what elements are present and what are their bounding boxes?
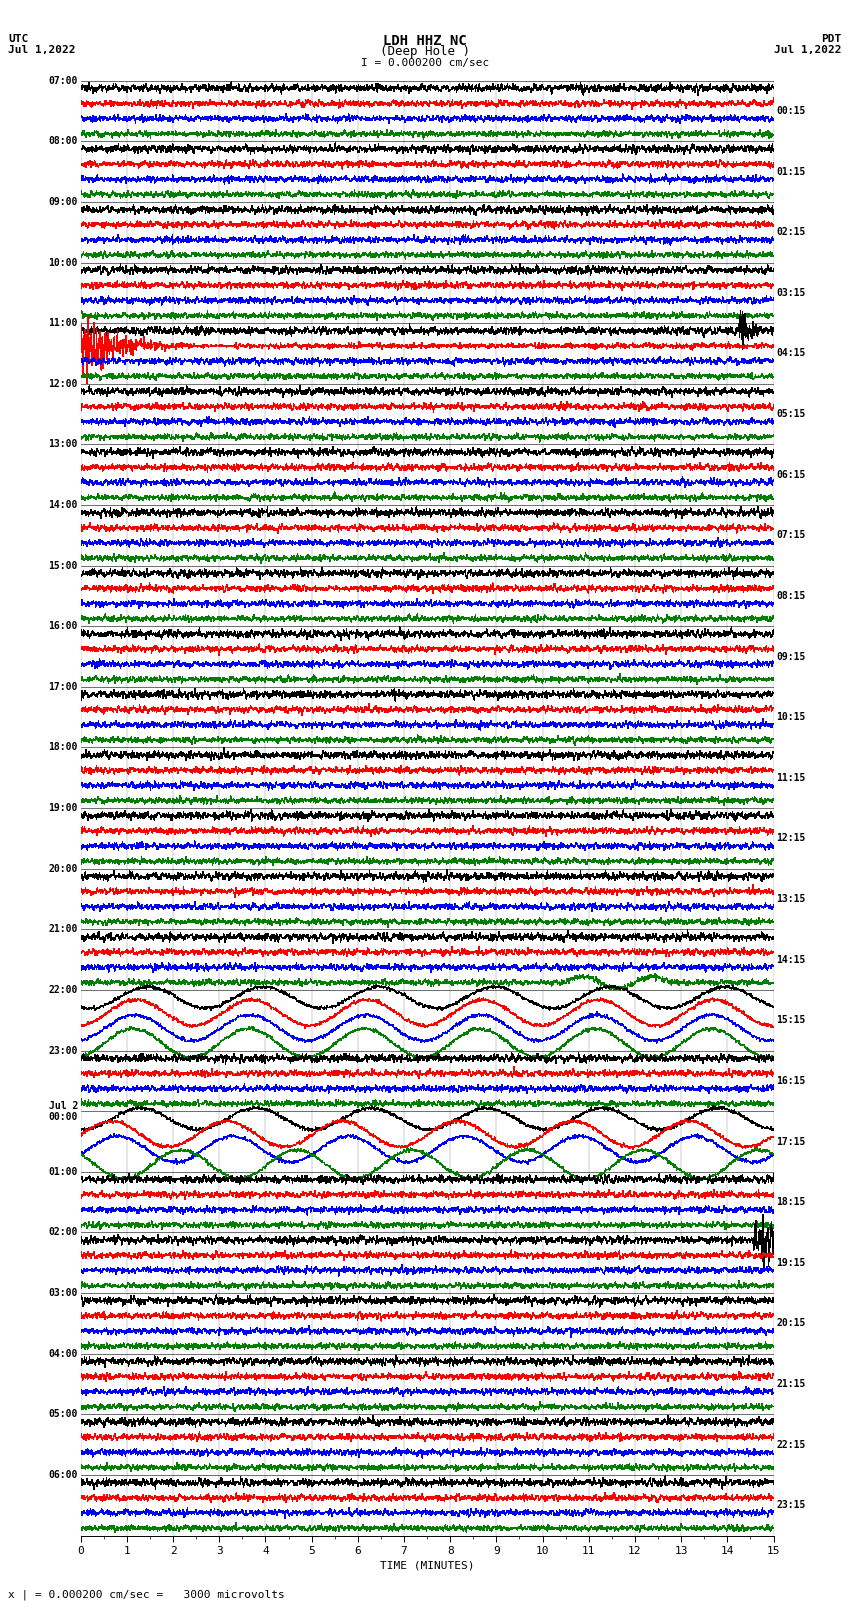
Text: 12:15: 12:15 — [776, 834, 806, 844]
Text: 03:15: 03:15 — [776, 287, 806, 298]
Text: 04:15: 04:15 — [776, 348, 806, 358]
Text: 06:15: 06:15 — [776, 469, 806, 479]
Text: 16:15: 16:15 — [776, 1076, 806, 1086]
Text: 03:00: 03:00 — [48, 1289, 78, 1298]
Text: 21:15: 21:15 — [776, 1379, 806, 1389]
Text: 05:15: 05:15 — [776, 410, 806, 419]
Text: 19:00: 19:00 — [48, 803, 78, 813]
Text: 06:00: 06:00 — [48, 1469, 78, 1481]
Text: x | = 0.000200 cm/sec =   3000 microvolts: x | = 0.000200 cm/sec = 3000 microvolts — [8, 1589, 286, 1600]
Text: 11:00: 11:00 — [48, 318, 78, 327]
Text: 16:00: 16:00 — [48, 621, 78, 631]
Text: 18:00: 18:00 — [48, 742, 78, 753]
X-axis label: TIME (MINUTES): TIME (MINUTES) — [380, 1560, 474, 1569]
Text: (Deep Hole ): (Deep Hole ) — [380, 45, 470, 58]
Text: 12:00: 12:00 — [48, 379, 78, 389]
Text: 22:00: 22:00 — [48, 986, 78, 995]
Text: 14:15: 14:15 — [776, 955, 806, 965]
Text: 07:15: 07:15 — [776, 531, 806, 540]
Text: 10:15: 10:15 — [776, 713, 806, 723]
Text: 15:15: 15:15 — [776, 1015, 806, 1026]
Text: 19:15: 19:15 — [776, 1258, 806, 1268]
Text: 00:15: 00:15 — [776, 106, 806, 116]
Text: 05:00: 05:00 — [48, 1410, 78, 1419]
Text: 22:15: 22:15 — [776, 1440, 806, 1450]
Text: UTC: UTC — [8, 34, 29, 44]
Text: 17:00: 17:00 — [48, 682, 78, 692]
Text: LDH HHZ NC: LDH HHZ NC — [383, 34, 467, 48]
Text: Jul 1,2022: Jul 1,2022 — [774, 45, 842, 55]
Text: 13:15: 13:15 — [776, 894, 806, 903]
Text: 08:15: 08:15 — [776, 590, 806, 602]
Text: 20:15: 20:15 — [776, 1318, 806, 1329]
Text: 09:15: 09:15 — [776, 652, 806, 661]
Text: 23:00: 23:00 — [48, 1045, 78, 1055]
Text: 07:00: 07:00 — [48, 76, 78, 85]
Text: 15:00: 15:00 — [48, 561, 78, 571]
Text: 01:00: 01:00 — [48, 1166, 78, 1177]
Text: 17:15: 17:15 — [776, 1137, 806, 1147]
Text: 10:00: 10:00 — [48, 258, 78, 268]
Text: 18:15: 18:15 — [776, 1197, 806, 1207]
Text: 08:00: 08:00 — [48, 135, 78, 147]
Text: 04:00: 04:00 — [48, 1348, 78, 1358]
Text: 02:00: 02:00 — [48, 1227, 78, 1237]
Text: 02:15: 02:15 — [776, 227, 806, 237]
Text: 01:15: 01:15 — [776, 166, 806, 176]
Text: 11:15: 11:15 — [776, 773, 806, 782]
Text: PDT: PDT — [821, 34, 842, 44]
Text: Jul 2
00:00: Jul 2 00:00 — [48, 1100, 78, 1121]
Text: 13:00: 13:00 — [48, 439, 78, 450]
Text: 21:00: 21:00 — [48, 924, 78, 934]
Text: Jul 1,2022: Jul 1,2022 — [8, 45, 76, 55]
Text: 09:00: 09:00 — [48, 197, 78, 206]
Text: 14:00: 14:00 — [48, 500, 78, 510]
Text: 20:00: 20:00 — [48, 863, 78, 874]
Text: I = 0.000200 cm/sec: I = 0.000200 cm/sec — [361, 58, 489, 68]
Text: 23:15: 23:15 — [776, 1500, 806, 1510]
